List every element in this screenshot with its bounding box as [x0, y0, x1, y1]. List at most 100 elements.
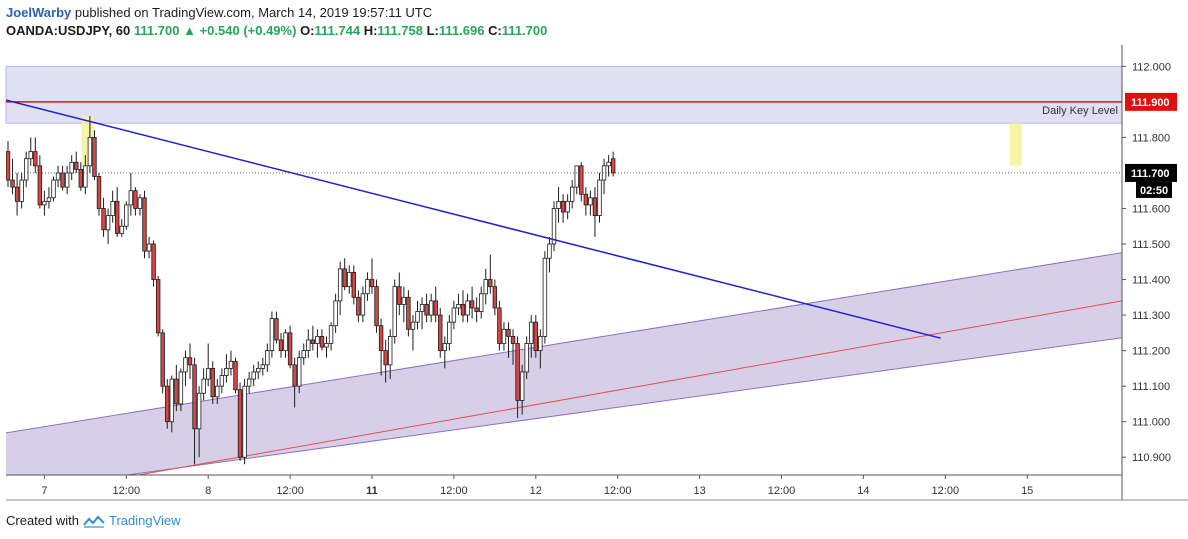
- countdown-label: 02:50: [1140, 185, 1168, 197]
- candle: [183, 350, 188, 387]
- up-arrow-icon: ▲: [183, 23, 196, 38]
- candle-body: [492, 286, 498, 309]
- price-tick-label: 111.400: [1132, 275, 1170, 287]
- price-change: +0.540 (+0.49%): [199, 23, 297, 38]
- candle: [69, 155, 74, 181]
- candle: [570, 180, 575, 209]
- candle-body: [51, 179, 56, 199]
- candle: [438, 307, 443, 358]
- candle-body: [306, 339, 311, 352]
- candle: [492, 279, 498, 316]
- candle-body: [570, 186, 575, 202]
- candle: [433, 286, 438, 323]
- candle: [447, 315, 452, 351]
- candle: [6, 140, 11, 188]
- candle: [547, 236, 552, 273]
- candle-body: [219, 375, 225, 387]
- candle-body: [588, 197, 593, 206]
- candle-body: [246, 378, 252, 387]
- candle: [142, 190, 147, 259]
- candle: [456, 293, 461, 316]
- candle-body: [410, 321, 416, 330]
- channel-upper-line: [6, 252, 1122, 434]
- candle: [51, 176, 56, 202]
- candle: [96, 172, 102, 216]
- candle: [87, 116, 93, 173]
- created-with-text: Created with: [6, 513, 79, 528]
- candle-body: [419, 304, 425, 312]
- daily-key-level-label: Daily Key Level: [1042, 105, 1118, 117]
- candle: [415, 300, 420, 330]
- candle-body: [301, 350, 306, 359]
- time-tick-label: 7: [41, 485, 47, 497]
- candle-body: [165, 385, 170, 423]
- candle: [265, 343, 270, 372]
- candle-body: [78, 168, 83, 188]
- candle-body: [269, 318, 275, 352]
- candle-body: [374, 286, 379, 327]
- candle-body: [438, 314, 443, 352]
- time-tick-label: 12:00: [932, 485, 960, 497]
- candle-body: [556, 200, 561, 209]
- candle-body: [92, 136, 97, 177]
- candle: [337, 261, 343, 316]
- price-tick-label: 111.600: [1132, 203, 1170, 215]
- candle: [474, 297, 479, 323]
- candle: [210, 361, 215, 404]
- candle-body: [124, 204, 129, 227]
- candle: [533, 315, 538, 358]
- candle: [60, 165, 65, 191]
- candle: [23, 151, 29, 188]
- candle-body: [483, 279, 488, 295]
- candle-body: [310, 339, 316, 344]
- candle: [524, 336, 529, 380]
- candle: [256, 361, 261, 380]
- candle: [233, 357, 238, 394]
- candle-body: [278, 339, 284, 352]
- candle: [19, 172, 24, 209]
- time-tick-label: 12:00: [768, 485, 796, 497]
- candle-body: [37, 165, 43, 206]
- candle-body: [597, 179, 602, 216]
- candle: [465, 293, 470, 323]
- candle: [274, 311, 279, 344]
- candle: [387, 329, 393, 380]
- candle: [488, 254, 493, 294]
- candle: [78, 162, 83, 191]
- candle: [565, 194, 570, 220]
- candle: [560, 194, 566, 223]
- candle-body: [351, 272, 356, 298]
- candle: [374, 279, 379, 333]
- candle-body: [46, 197, 52, 202]
- candle-body: [369, 279, 375, 288]
- candle: [306, 329, 311, 358]
- candle-body: [169, 378, 174, 423]
- candle-body: [383, 350, 388, 366]
- candle: [224, 354, 229, 383]
- countdown-tag: [1136, 181, 1172, 198]
- candle: [410, 315, 416, 351]
- candle-body: [228, 360, 234, 369]
- candle-body: [74, 161, 79, 170]
- author-name[interactable]: JoelWarby: [6, 5, 72, 20]
- candle: [588, 190, 593, 216]
- candle: [556, 187, 561, 223]
- candle-body: [256, 367, 261, 373]
- candle: [192, 357, 197, 465]
- candle-body: [96, 176, 102, 209]
- candle: [205, 343, 211, 387]
- candle-body: [224, 367, 229, 376]
- time-tick-label: 13: [693, 485, 705, 497]
- candle: [124, 201, 129, 230]
- candle: [292, 357, 297, 408]
- current-price-tag-label: 111.700: [1131, 168, 1170, 180]
- candle-body: [606, 161, 611, 167]
- tradingview-brand[interactable]: TradingView: [108, 513, 181, 528]
- candle-body: [28, 151, 33, 160]
- time-tick-label: 12: [530, 485, 542, 497]
- candle: [324, 336, 329, 358]
- last-price: 111.700: [133, 23, 180, 38]
- descending-trendline[interactable]: [6, 99, 941, 339]
- candle: [501, 322, 507, 351]
